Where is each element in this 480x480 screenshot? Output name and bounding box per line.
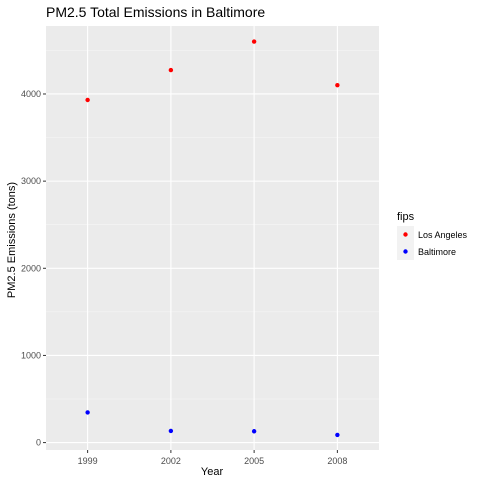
data-point	[251, 429, 257, 434]
grid	[46, 26, 379, 450]
x-tick-label: 1999	[78, 456, 98, 466]
x-tick-label: 2002	[161, 456, 181, 466]
legend-label: Los Angeles	[418, 230, 468, 240]
chart-title: PM2.5 Total Emissions in Baltimore	[46, 4, 265, 20]
data-point	[168, 428, 174, 434]
data-point	[85, 97, 90, 103]
data-point	[251, 39, 257, 44]
y-tick-label: 4000	[21, 89, 41, 99]
y-tick-label: 2000	[21, 263, 41, 273]
y-tick-label: 1000	[21, 350, 41, 360]
x-axis-title: Year	[201, 466, 224, 478]
y-tick-label: 3000	[21, 176, 41, 186]
y-axis: 0 1000 2000 3000 4000	[21, 89, 46, 448]
points	[85, 39, 340, 438]
legend-title: fips	[397, 211, 415, 223]
legend-point	[403, 249, 408, 254]
y-tick-label: 0	[36, 438, 41, 448]
data-point	[85, 410, 90, 415]
x-axis: 1999 2002 2005 2008	[78, 450, 347, 466]
x-tick-label: 2008	[327, 456, 347, 466]
data-point	[335, 82, 340, 88]
plot-panel	[46, 26, 379, 450]
data-point	[335, 432, 340, 438]
legend: fips Los Angeles Baltimore	[397, 211, 468, 260]
x-tick-label: 2005	[244, 456, 264, 466]
y-axis-title: PM2.5 Emissions (tons)	[6, 182, 18, 298]
legend-label: Baltimore	[418, 247, 456, 257]
data-point	[168, 67, 174, 73]
legend-point	[403, 232, 408, 237]
